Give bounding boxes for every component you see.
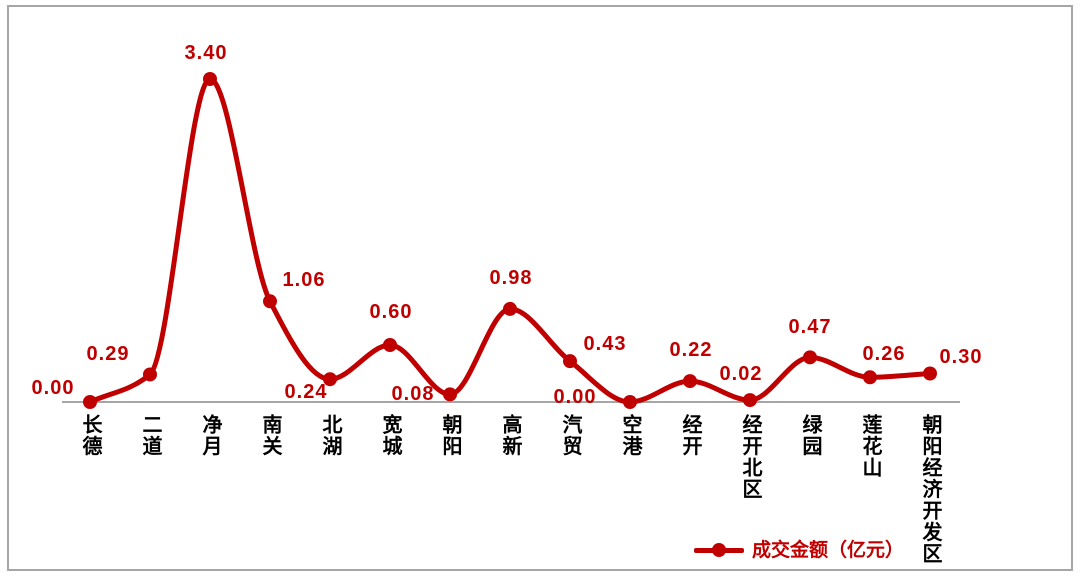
x-axis-label: 南关: [259, 414, 281, 457]
value-label: 0.30: [939, 345, 983, 368]
data-point-marker: [383, 338, 397, 352]
x-axis-label: 净月: [199, 414, 221, 457]
value-label: 0.60: [369, 301, 413, 323]
data-point-marker: [203, 72, 217, 86]
data-point-marker: [263, 294, 277, 309]
data-point-marker: [863, 370, 877, 385]
data-point-marker: [323, 372, 337, 387]
x-axis-label: 绿园: [799, 414, 821, 457]
value-label: 0.02: [719, 363, 763, 386]
data-point-marker: [743, 393, 757, 408]
value-label: 0.29: [86, 343, 130, 366]
x-axis-label: 宽城: [379, 414, 401, 457]
legend: 成交金额（亿元）: [694, 538, 904, 562]
legend-dot-icon: [712, 543, 726, 557]
data-point-marker: [563, 354, 577, 369]
x-axis-label: 莲花山: [859, 414, 881, 479]
data-point-marker: [443, 387, 457, 402]
value-label: 0.43: [583, 333, 627, 356]
x-axis-label: 汽贸: [559, 414, 581, 457]
x-axis-label: 北湖: [319, 414, 341, 457]
x-axis-label: 经开: [679, 414, 701, 457]
chart-frame-border: [7, 5, 1073, 571]
value-label: 0.00: [31, 377, 75, 399]
data-point-marker: [803, 350, 817, 365]
value-label: 0.47: [788, 316, 832, 339]
data-point-marker: [503, 301, 517, 316]
data-point-marker: [923, 366, 937, 381]
value-label: 0.24: [284, 381, 328, 404]
x-axis-label: 朝阳经济开发区: [919, 414, 941, 565]
value-label: 0.00: [553, 386, 597, 408]
x-axis-label: 二道: [139, 414, 161, 457]
x-axis-label: 高新: [499, 414, 521, 457]
value-label: 0.08: [391, 383, 435, 406]
data-point-marker: [623, 395, 637, 409]
data-point-marker: [143, 367, 157, 382]
series-line: [87, 76, 933, 405]
legend-label: 成交金额（亿元）: [752, 539, 905, 561]
x-axis-label: 长德: [79, 414, 101, 457]
x-axis-label: 空港: [619, 414, 641, 457]
value-label: 0.22: [669, 339, 713, 362]
value-label: 0.98: [489, 266, 533, 289]
data-point-marker: [683, 374, 697, 389]
legend-line-marker-icon: [694, 543, 744, 557]
value-label: 0.26: [862, 343, 906, 366]
x-axis-label: 朝阳: [439, 414, 461, 457]
value-label: 3.40: [184, 42, 228, 64]
value-label: 1.06: [282, 269, 326, 292]
x-axis-label: 经开北区: [739, 414, 761, 500]
data-point-marker: [83, 395, 97, 409]
